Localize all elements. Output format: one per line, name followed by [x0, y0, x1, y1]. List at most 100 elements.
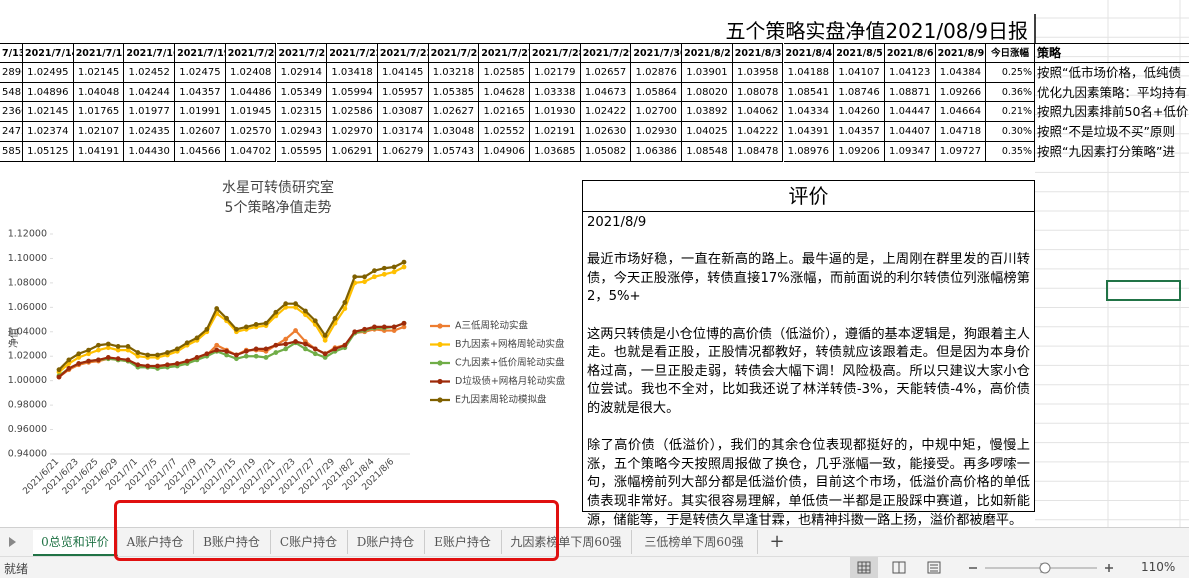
column-header: 2021/8/2 — [682, 43, 733, 63]
comment-date: 2021/8/9 — [587, 215, 647, 230]
value-cell: 1.03418 — [327, 62, 378, 83]
value-cell: 1.04664 — [935, 102, 987, 123]
value-cell: 1.03892 — [682, 102, 733, 123]
data-point — [86, 351, 91, 357]
legend-marker — [437, 323, 443, 329]
data-point — [293, 328, 298, 333]
value-cell: 1.02570 — [225, 122, 277, 142]
value-cell: 1.05082 — [580, 142, 632, 162]
data-point — [263, 320, 269, 326]
value-cell: 1.04702 — [225, 142, 277, 162]
value-cell: 2360 — [0, 102, 23, 123]
data-point — [224, 315, 229, 321]
data-point — [204, 351, 210, 357]
sheet-tab[interactable]: C账户持仓 — [270, 530, 348, 554]
strategy-cell: 按照九因素排前50名+低价 — [1037, 104, 1189, 120]
sheet-tab[interactable]: 三低榜单下周60强 — [631, 530, 758, 554]
page-break-view[interactable] — [920, 557, 948, 578]
value-cell: 1.02876 — [631, 62, 683, 83]
value-cell: 0.21% — [986, 102, 1035, 123]
value-cell: 0.30% — [986, 122, 1035, 142]
value-cell: 1.02315 — [276, 102, 328, 123]
column-header: 2021/7/16 — [124, 43, 176, 63]
data-point — [273, 342, 279, 348]
data-point — [283, 341, 289, 347]
value-cell: 1.05994 — [327, 82, 378, 103]
value-cell: 0.25% — [986, 62, 1035, 83]
data-point — [234, 352, 239, 358]
column-header: 2021/8/3 — [732, 43, 784, 63]
sheet-tab[interactable]: A账户持仓 — [117, 530, 194, 554]
value-cell: 1.09266 — [935, 82, 987, 103]
data-point — [401, 320, 407, 326]
column-header: 2021/8/4 — [783, 43, 835, 63]
value-cell: 1.09347 — [884, 142, 936, 162]
value-cell: 1.06291 — [327, 142, 378, 162]
value-cell: 1.03048 — [428, 122, 480, 142]
strategy-cell: 按照“不是垃圾不买”原则 — [1037, 124, 1175, 140]
column-header: 2021/7/29 — [580, 43, 632, 63]
data-point — [105, 341, 111, 347]
column-header: 2021/7/27 — [479, 43, 530, 63]
normal-view[interactable] — [850, 557, 878, 578]
value-cell: 1.02422 — [580, 102, 632, 123]
sheet-tab[interactable]: 九因素榜单下周60强 — [501, 530, 632, 554]
value-cell: 0.36% — [986, 82, 1035, 103]
data-point — [96, 357, 101, 363]
data-point — [125, 357, 131, 363]
column-header: 2021/7/20 — [225, 43, 277, 63]
y-tick-label: 1.12000 — [8, 229, 47, 240]
value-cell: 1.06279 — [377, 142, 429, 162]
column-header: 2021/7/28 — [530, 43, 581, 63]
data-point — [135, 350, 141, 355]
sheet-tab[interactable]: B账户持仓 — [193, 530, 271, 554]
series-line — [58, 322, 405, 378]
value-cell: 1.05595 — [276, 142, 328, 162]
value-cell: 1.05743 — [428, 142, 480, 162]
value-cell: 1.04896 — [23, 82, 74, 103]
zoom-slider[interactable] — [965, 557, 1115, 578]
data-point — [322, 351, 328, 357]
value-cell: 1.02586 — [327, 102, 378, 123]
data-point — [293, 304, 298, 310]
data-point — [155, 363, 160, 369]
column-header: 2021/7/23 — [377, 43, 429, 63]
strategy-cell: 按照“低市场价格，低纯债 — [1037, 64, 1181, 80]
data-point — [115, 356, 121, 362]
y-tick-label: 1.00000 — [8, 375, 47, 386]
data-point — [352, 329, 358, 335]
sheet-tab[interactable]: D账户持仓 — [347, 530, 425, 554]
value-cell: 1.02495 — [23, 62, 74, 83]
column-header: 2021/7/15 — [73, 43, 125, 63]
value-cell: 1.01945 — [225, 102, 277, 123]
page-layout-view[interactable] — [885, 557, 913, 578]
data-point — [243, 353, 249, 359]
data-point — [145, 352, 151, 358]
value-cell: 1.04334 — [783, 102, 835, 123]
data-point — [273, 309, 279, 315]
data-point — [66, 357, 72, 363]
data-point — [253, 353, 259, 359]
data-point — [184, 358, 190, 364]
sheet-tab[interactable]: 0总览和评价 — [33, 530, 118, 556]
column-header: 2021/7/22 — [327, 43, 378, 63]
data-point — [263, 346, 269, 352]
y-tick-label: 1.08000 — [8, 277, 47, 288]
value-cell: 0.35% — [986, 142, 1035, 162]
sheet-tab[interactable]: E账户持仓 — [424, 530, 502, 554]
value-cell: 1.04384 — [935, 62, 987, 83]
data-point — [381, 271, 387, 277]
data-point — [372, 274, 377, 280]
value-cell: 1.03087 — [377, 102, 429, 123]
data-point — [214, 347, 220, 353]
legend-label: D垃圾债+网格月轮动实盘 — [455, 375, 566, 387]
value-cell: 1.08871 — [884, 82, 936, 103]
zoom-level[interactable]: 110% — [1141, 560, 1176, 574]
value-cell: 1.04222 — [732, 122, 784, 142]
sheet-tab[interactable]: + — [769, 531, 785, 552]
tab-scroll[interactable] — [6, 536, 18, 548]
value-cell: 1.05864 — [631, 82, 683, 103]
data-point — [293, 301, 298, 307]
value-cell: 1.02191 — [530, 122, 581, 142]
y-tick-label: 0.94000 — [8, 449, 47, 460]
